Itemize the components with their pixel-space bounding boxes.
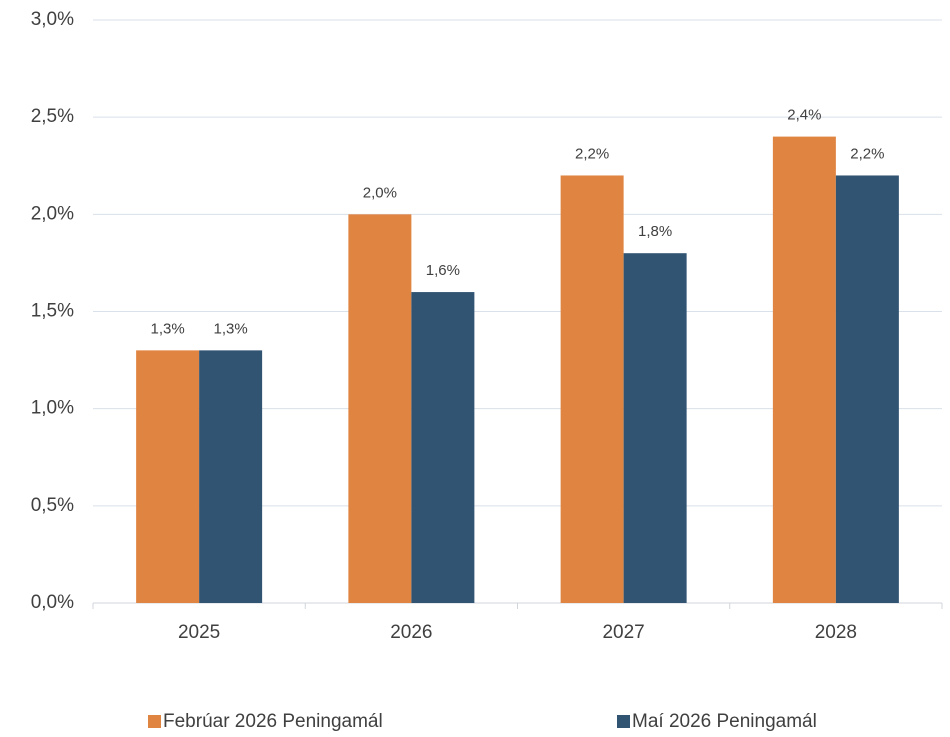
x-tick-label: 2025: [178, 622, 220, 643]
value-label: 2,4%: [787, 107, 821, 124]
value-label: 1,8%: [638, 223, 672, 240]
value-label: 1,6%: [426, 262, 460, 279]
legend-swatch: [148, 715, 161, 728]
y-tick-label: 0,5%: [31, 495, 74, 516]
legend-swatch: [617, 715, 630, 728]
value-label: 2,0%: [363, 184, 397, 201]
value-label: 1,3%: [151, 320, 185, 337]
bar: [835, 175, 899, 603]
bar: [623, 253, 687, 603]
value-label: 2,2%: [850, 145, 884, 162]
y-tick-label: 1,0%: [31, 398, 74, 419]
y-tick-label: 1,5%: [31, 301, 74, 322]
y-tick-label: 0,0%: [31, 592, 74, 613]
x-tick-label: 2026: [390, 622, 432, 643]
bar: [772, 136, 836, 603]
bar: [199, 350, 263, 603]
y-tick-label: 2,0%: [31, 203, 74, 224]
x-tick-label: 2028: [815, 622, 857, 643]
value-label: 2,2%: [575, 145, 609, 162]
x-tick-label: 2027: [602, 622, 644, 643]
value-label: 1,3%: [214, 320, 248, 337]
bar: [348, 214, 412, 604]
y-tick-label: 3,0%: [31, 9, 74, 30]
bar: [136, 350, 200, 603]
legend-label: Maí 2026 Peningamál: [632, 711, 817, 732]
bar: [560, 175, 624, 603]
legend-label: Febrúar 2026 Peningamál: [163, 711, 383, 732]
y-tick-label: 2,5%: [31, 106, 74, 127]
bar: [411, 292, 475, 603]
